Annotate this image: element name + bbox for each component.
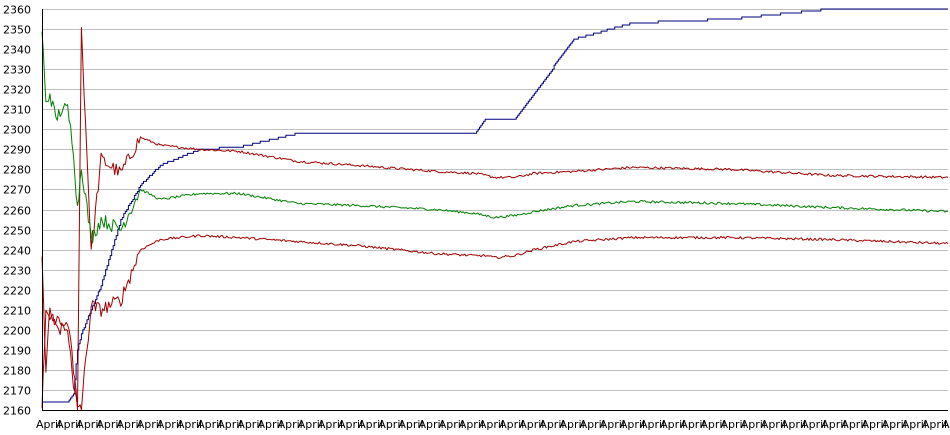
y-tick-label: 2160 xyxy=(3,405,31,418)
x-tick-label: April xyxy=(177,418,202,431)
x-tick-label: April xyxy=(36,418,61,431)
y-tick-label: 2250 xyxy=(3,225,31,238)
x-tick-label: April xyxy=(217,418,242,431)
series-line-3 xyxy=(41,31,949,244)
x-tick-label: April xyxy=(620,418,645,431)
y-tick-label: 2360 xyxy=(3,4,31,17)
x-tick-label: April xyxy=(640,418,665,431)
y-tick-label: 2290 xyxy=(3,144,31,157)
x-tick-label: April xyxy=(419,418,444,431)
x-tick-label: April xyxy=(237,418,262,431)
x-tick-label: April xyxy=(560,418,585,431)
x-tick-label: April xyxy=(519,418,544,431)
x-tick-label: April xyxy=(459,418,484,431)
y-tick-label: 2220 xyxy=(3,285,31,298)
y-tick-label: 2270 xyxy=(3,184,31,197)
x-tick-label: April xyxy=(398,418,423,431)
x-tick-label: April xyxy=(600,418,625,431)
x-tick-label: April xyxy=(942,418,950,431)
x-tick-label: April xyxy=(680,418,705,431)
series-line-1 xyxy=(42,8,948,403)
y-tick-label: 2210 xyxy=(3,305,31,318)
x-tick-label: April xyxy=(338,418,363,431)
x-tick-label: April xyxy=(358,418,383,431)
y-tick-label: 2320 xyxy=(3,84,31,97)
x-tick-label: April xyxy=(278,418,303,431)
x-tick-label: April xyxy=(580,418,605,431)
series-lines xyxy=(41,8,949,411)
y-tick-label: 2180 xyxy=(3,365,31,378)
x-tick-label: April xyxy=(902,418,927,431)
x-tick-label: April xyxy=(700,418,725,431)
x-tick-label: April xyxy=(479,418,504,431)
x-tick-label: April xyxy=(56,418,81,431)
grid-lines xyxy=(42,9,948,411)
x-tick-label: April xyxy=(721,418,746,431)
x-tick-label: April xyxy=(157,418,182,431)
y-tick-label: 2330 xyxy=(3,64,31,77)
x-tick-label: April xyxy=(841,418,866,431)
x-tick-label: April xyxy=(378,418,403,431)
y-tick-label: 2280 xyxy=(3,164,31,177)
y-tick-label: 2340 xyxy=(3,44,31,57)
x-tick-label: April xyxy=(801,418,826,431)
x-tick-label: April xyxy=(117,418,142,431)
x-tick-label: April xyxy=(439,418,464,431)
y-tick-label: 2170 xyxy=(3,385,31,398)
x-tick-label: April xyxy=(539,418,564,431)
x-tick-label: April xyxy=(922,418,947,431)
x-tick-label: April xyxy=(197,418,222,431)
series-line-4 xyxy=(41,234,949,411)
x-axis-ticks: AprilAprilAprilAprilAprilAprilAprilApril… xyxy=(36,418,950,431)
x-tick-label: April xyxy=(258,418,283,431)
y-tick-label: 2300 xyxy=(3,124,31,137)
y-tick-label: 2260 xyxy=(3,205,31,218)
x-tick-label: April xyxy=(76,418,101,431)
x-tick-label: April xyxy=(882,418,907,431)
x-tick-label: April xyxy=(298,418,323,431)
x-tick-label: April xyxy=(137,418,162,431)
y-tick-label: 2190 xyxy=(3,345,31,358)
y-tick-label: 2310 xyxy=(3,104,31,117)
x-tick-label: April xyxy=(741,418,766,431)
axes xyxy=(42,9,948,411)
y-tick-label: 2350 xyxy=(3,24,31,37)
y-tick-label: 2240 xyxy=(3,245,31,258)
x-tick-label: April xyxy=(96,418,121,431)
x-tick-label: April xyxy=(318,418,343,431)
x-tick-label: April xyxy=(499,418,524,431)
x-tick-label: April xyxy=(660,418,685,431)
x-tick-label: April xyxy=(821,418,846,431)
y-tick-label: 2200 xyxy=(3,325,31,338)
y-axis-ticks: 2160 2170 2180 2190 2200 2210 2220 2230 2240 2250… xyxy=(3,4,31,418)
x-tick-label: April xyxy=(761,418,786,431)
y-tick-label: 2230 xyxy=(3,265,31,278)
series-line-2 xyxy=(41,27,949,411)
x-tick-label: April xyxy=(862,418,887,431)
x-tick-label: April xyxy=(781,418,806,431)
